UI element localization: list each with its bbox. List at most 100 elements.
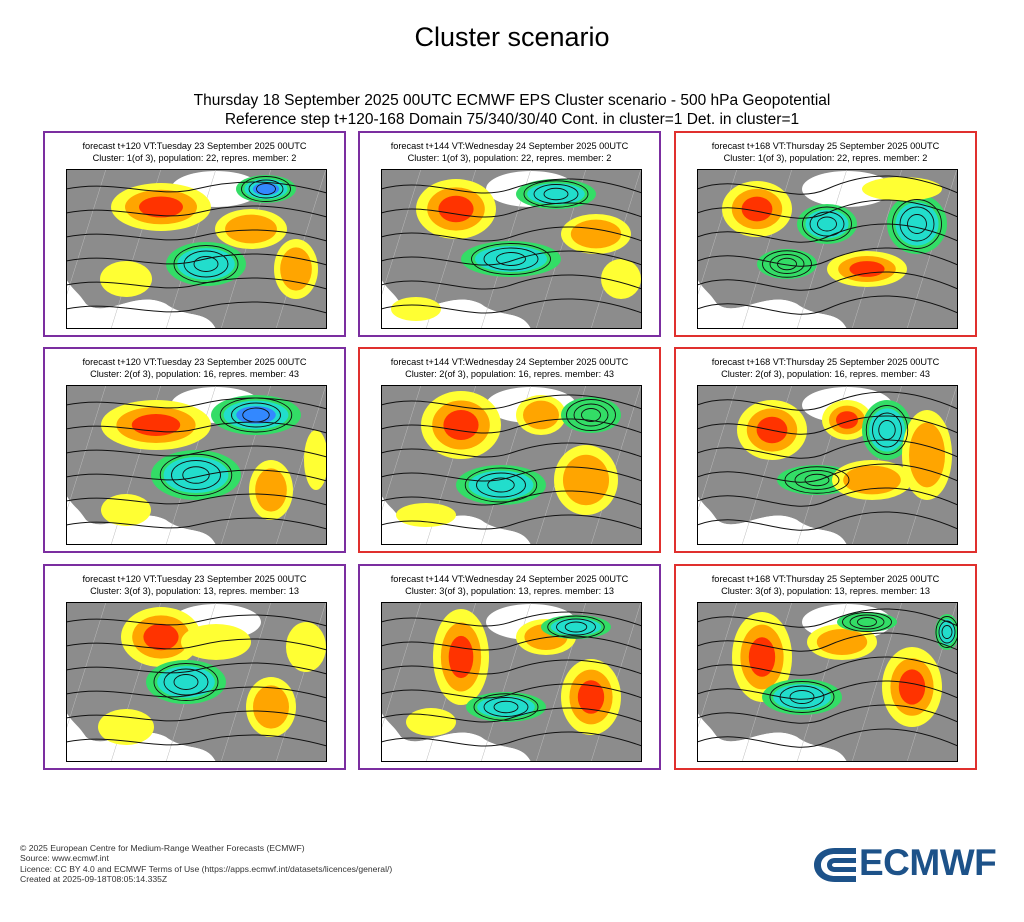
- grid-line: [851, 602, 903, 762]
- geopotential-contour: [697, 704, 958, 724]
- low-contour: [581, 408, 601, 422]
- map-frame: [697, 169, 958, 329]
- geopotential-contour: [697, 511, 958, 531]
- positive-anomaly-area: [741, 196, 773, 222]
- map-frame: [381, 602, 642, 762]
- positive-anomaly-area: [836, 411, 858, 429]
- geopotential-contour: [381, 635, 642, 651]
- geopotential-contour: [381, 226, 642, 242]
- low-contour: [899, 206, 935, 242]
- negative-anomaly-area: [468, 470, 534, 500]
- negative-anomaly-area: [477, 696, 535, 718]
- panel-forecast-caption: forecast t+168 VT:Thursday 25 September …: [711, 357, 940, 367]
- cluster-panel: forecast t+120 VT:Tuesday 23 September 2…: [43, 347, 346, 553]
- grid-line: [220, 602, 272, 762]
- low-contour: [941, 625, 953, 639]
- geopotential-map: [697, 169, 958, 329]
- panel-forecast-caption: forecast t+144 VT:Wednesday 24 September…: [390, 357, 629, 367]
- geopotential-contour: [697, 608, 958, 628]
- low-contour: [777, 257, 797, 271]
- low-contour: [483, 247, 539, 271]
- negative-anomaly-area: [805, 209, 849, 239]
- negative-anomaly-area: [938, 619, 956, 645]
- geopotential-contour: [66, 421, 327, 434]
- geopotential-map: [381, 602, 642, 762]
- panel-cluster-caption: Cluster: 2(of 3), population: 16, repres…: [405, 369, 614, 379]
- low-contour: [193, 256, 219, 272]
- arctic-ocean: [802, 171, 892, 207]
- geopotential-contour: [66, 445, 327, 458]
- negative-anomaly-area: [869, 408, 905, 452]
- low-contour: [173, 674, 199, 690]
- geopotential-contour: [381, 274, 642, 290]
- positive-anomaly-area: [396, 503, 456, 527]
- positive-anomaly-area: [225, 214, 277, 244]
- low-contour: [892, 199, 942, 249]
- geopotential-contour: [381, 178, 642, 194]
- cluster-panel: forecast t+168 VT:Thursday 25 September …: [674, 564, 977, 770]
- geopotential-contour: [66, 253, 327, 266]
- low-contour: [476, 472, 526, 498]
- low-contour: [784, 466, 850, 494]
- low-contour: [769, 681, 835, 713]
- positive-anomaly-area: [570, 219, 622, 249]
- low-contour: [533, 184, 579, 204]
- positive-anomaly-area: [98, 709, 154, 745]
- panel-cluster-caption: Cluster: 2(of 3), population: 16, repres…: [721, 369, 930, 379]
- geopotential-contour: [697, 391, 958, 411]
- low-contour: [907, 214, 927, 234]
- negative-anomaly-area: [236, 406, 276, 424]
- negative-anomaly-area: [475, 246, 547, 272]
- geopotential-map: [66, 385, 327, 545]
- low-contour: [566, 399, 616, 431]
- low-contour: [153, 663, 219, 701]
- geopotential-contour: [66, 734, 327, 747]
- ecmwf-logo: ECMWF: [812, 842, 1008, 885]
- negative-anomaly-area: [527, 183, 585, 205]
- geopotential-contour: [66, 517, 327, 530]
- panel-cluster-caption: Cluster: 1(of 3), population: 22, repres…: [407, 153, 612, 163]
- cluster-panel: forecast t+120 VT:Tuesday 23 September 2…: [43, 131, 346, 337]
- negative-anomaly-area: [895, 202, 939, 246]
- low-contour: [256, 183, 276, 195]
- geopotential-contour: [381, 466, 642, 482]
- low-contour: [802, 206, 852, 242]
- low-contour: [183, 250, 229, 278]
- map-frame: [697, 385, 958, 545]
- cluster-panel: forecast t+168 VT:Thursday 25 September …: [674, 131, 977, 337]
- panel-forecast-caption: forecast t+144 VT:Wednesday 24 September…: [390, 574, 629, 584]
- low-contour: [878, 420, 896, 440]
- negative-anomaly-area: [837, 612, 897, 632]
- panel-forecast-caption: forecast t+120 VT:Tuesday 23 September 2…: [82, 141, 307, 151]
- grid-line: [381, 169, 422, 298]
- positive-anomaly-area: [438, 195, 474, 223]
- low-contour: [219, 397, 293, 433]
- map-frame: [66, 169, 327, 329]
- low-contour: [493, 700, 519, 714]
- map-frame: [381, 169, 642, 329]
- low-contour: [769, 254, 805, 274]
- chart-header: Thursday 18 September 2025 00UTC ECMWF E…: [0, 91, 1024, 129]
- geopotential-contour: [697, 271, 958, 291]
- geopotential-contour: [381, 611, 642, 627]
- low-contour: [464, 467, 538, 503]
- map-frame: [66, 385, 327, 545]
- geopotential-contour: [697, 656, 958, 676]
- footer-licence: Licence: CC BY 4.0 and ECMWF Terms of Us…: [20, 863, 393, 874]
- atlantic-ocean: [697, 279, 847, 329]
- low-contour: [487, 477, 515, 493]
- ecmwf-wordmark: ECMWF: [859, 842, 997, 883]
- geopotential-contour: [66, 638, 327, 651]
- low-contour: [547, 615, 605, 639]
- negative-anomaly-area: [163, 457, 229, 493]
- positive-anomaly-area: [131, 414, 181, 436]
- low-contour: [804, 473, 830, 487]
- footer-created: Created at 2025-09-18T08:05:14.335Z: [20, 874, 168, 885]
- atlantic-ocean: [697, 712, 847, 762]
- low-contour: [171, 460, 221, 490]
- panel-cluster-caption: Cluster: 3(of 3), population: 13, repres…: [90, 586, 299, 596]
- geopotential-contour: [66, 614, 327, 627]
- low-contour: [809, 211, 845, 237]
- geopotential-contour: [381, 442, 642, 458]
- cluster-panel: forecast t+144 VT:Wednesday 24 September…: [358, 131, 661, 337]
